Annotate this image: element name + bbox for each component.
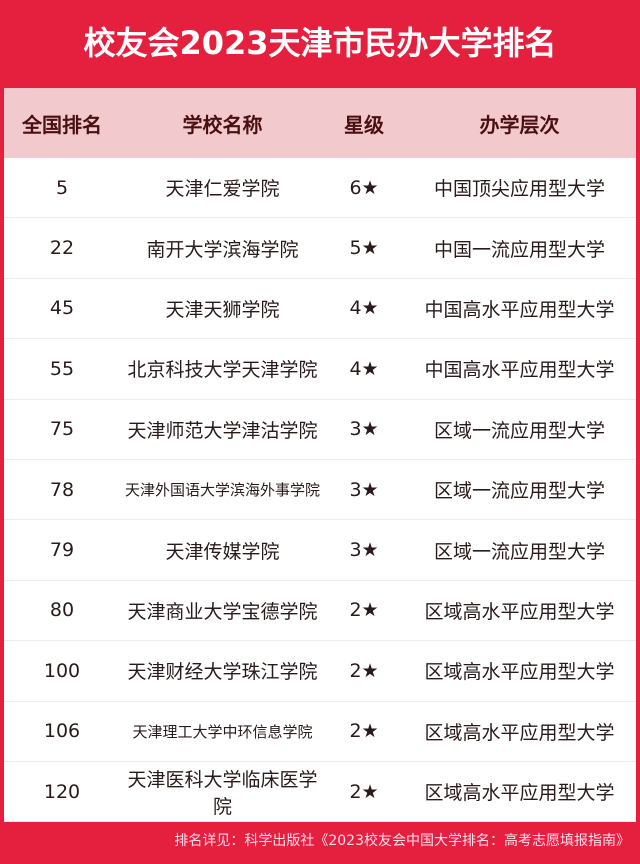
header-level: 办学层次 [479, 112, 560, 137]
rank-cell: 22 [49, 237, 75, 260]
level-cell: 中国顶尖应用型大学 [433, 178, 605, 201]
level-cell: 中国高水平应用型大学 [424, 359, 615, 382]
rank-cell: 78 [49, 478, 75, 501]
level-cell: 区域一流应用型大学 [433, 540, 605, 563]
header-school: 学校名称 [182, 112, 263, 137]
school-name-cell: 天津天狮学院 [165, 298, 280, 321]
table-row: 80 天津商业大学宝德学院 2★ 区域高水平应用型大学 [4, 581, 636, 642]
level-cell: 区域一流应用型大学 [433, 480, 605, 503]
school-name-cell: 南开大学滨海学院 [146, 238, 299, 261]
level-cell: 区域高水平应用型大学 [424, 721, 615, 744]
rank-cell: 55 [49, 357, 75, 380]
level-cell: 区域高水平应用型大学 [424, 782, 615, 805]
rank-cell: 120 [43, 780, 81, 803]
table-row: 78 天津外国语大学滨海外事学院 3★ 区域一流应用型大学 [4, 460, 636, 521]
ranking-table: 全国排名 学校名称 星级 办学层次 5 天津仁爱学院 6★ 中国顶尖应用型大学 22 南开… [4, 88, 636, 823]
stars-cell: 2★ [349, 659, 379, 682]
school-name-cell: 北京科技大学天津学院 [127, 359, 318, 382]
table-row: 100 天津财经大学珠江学院 2★ 区域高水平应用型大学 [4, 641, 636, 702]
stars-cell: 6★ [349, 176, 379, 199]
school-name-cell: 天津外国语大学滨海外事学院 [124, 481, 320, 500]
school-name-cell: 天津仁爱学院 [165, 178, 280, 201]
rank-cell: 45 [49, 297, 75, 320]
school-name-cell: 天津医科大学临床医学院 [127, 768, 318, 818]
rank-cell: 5 [55, 176, 69, 199]
school-name-cell: 天津财经大学珠江学院 [127, 661, 318, 684]
page-title: 校友会2023天津市民办大学排名 [83, 24, 557, 62]
school-name-cell: 天津理工大学中环信息学院 [132, 722, 313, 741]
level-cell: 中国高水平应用型大学 [424, 298, 615, 321]
stars-cell: 4★ [349, 297, 379, 320]
table-row: 5 天津仁爱学院 6★ 中国顶尖应用型大学 [4, 158, 636, 219]
table-row: 55 北京科技大学天津学院 4★ 中国高水平应用型大学 [4, 339, 636, 400]
stars-cell: 2★ [349, 599, 379, 622]
level-cell: 中国一流应用型大学 [433, 238, 605, 261]
table-row: 75 天津师范大学津沽学院 3★ 区域一流应用型大学 [4, 400, 636, 460]
stars-cell: 3★ [349, 539, 379, 562]
level-cell: 区域一流应用型大学 [433, 419, 605, 442]
header-rank: 全国排名 [22, 112, 102, 137]
school-name-cell: 天津师范大学津沽学院 [127, 419, 318, 442]
table-row: 22 南开大学滨海学院 5★ 中国一流应用型大学 [4, 218, 636, 279]
table-header: 全国排名 学校名称 星级 办学层次 [4, 88, 636, 158]
level-cell: 区域高水平应用型大学 [424, 600, 615, 623]
table-row: 45 天津天狮学院 4★ 中国高水平应用型大学 [4, 279, 636, 340]
rank-cell: 79 [49, 539, 75, 562]
rank-cell: 75 [49, 418, 75, 441]
source-note: 排名详见：科学出版社《2023校友会中国大学排名：高考志愿填报指南》 [174, 833, 630, 849]
table-row: 120 天津医科大学临床医学院 2★ 区域高水平应用型大学 [4, 762, 636, 823]
rank-cell: 106 [43, 720, 81, 743]
rank-cell: 80 [49, 599, 75, 622]
level-cell: 区域高水平应用型大学 [424, 661, 615, 684]
stars-cell: 2★ [349, 720, 379, 743]
school-name-cell: 天津传媒学院 [165, 540, 280, 563]
header-stars: 星级 [344, 112, 384, 137]
stars-cell: 3★ [349, 478, 379, 501]
stars-cell: 4★ [349, 357, 379, 380]
table-row: 106 天津理工大学中环信息学院 2★ 区域高水平应用型大学 [4, 702, 636, 762]
stars-cell: 5★ [349, 237, 379, 260]
school-name-cell: 天津商业大学宝德学院 [127, 600, 318, 623]
rank-cell: 100 [43, 659, 81, 682]
stars-cell: 2★ [349, 780, 379, 803]
stars-cell: 3★ [349, 418, 379, 441]
table-row: 79 天津传媒学院 3★ 区域一流应用型大学 [4, 520, 636, 581]
